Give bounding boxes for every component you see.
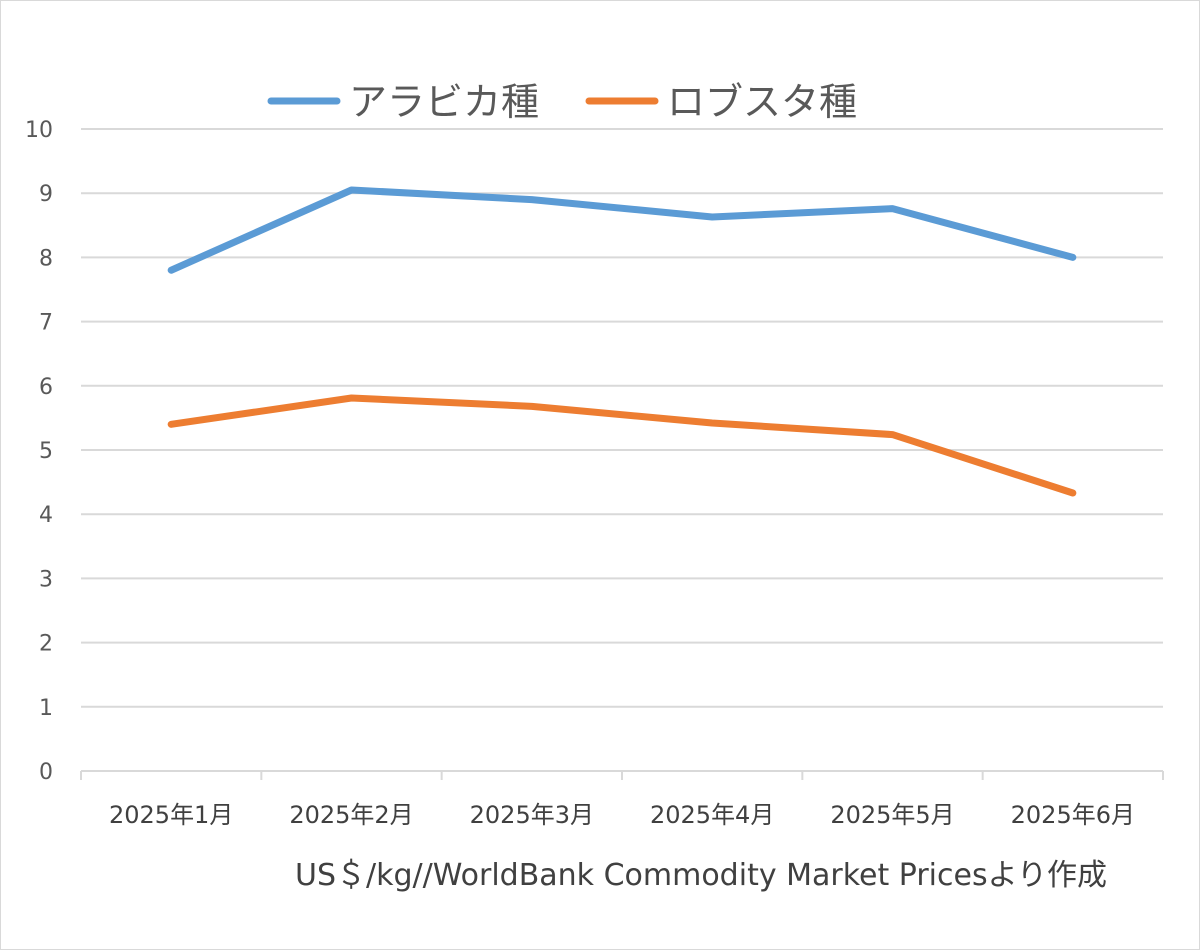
y-tick-label: 5	[39, 439, 53, 464]
y-tick-label: 3	[39, 567, 53, 592]
x-tick-label: 2025年3月	[470, 801, 594, 829]
y-tick-label: 10	[25, 118, 53, 143]
x-axis-label: US＄/kg//WorldBank Commodity Market Price…	[295, 858, 1107, 893]
legend-label-2: ロブスタ種	[667, 80, 857, 124]
legend-label-1: アラビカ種	[349, 80, 539, 124]
y-tick-label: 9	[39, 182, 53, 207]
y-tick-label: 4	[39, 503, 53, 528]
y-axis-ticks: 0 1 2 3 4 5 6 7 8 9 10	[25, 118, 53, 785]
x-tick-label: 2025年4月	[650, 801, 774, 829]
x-tick-label: 2025年5月	[830, 801, 954, 829]
x-tick-label: 2025年6月	[1011, 801, 1135, 829]
x-axis: 2025年1月 2025年2月 2025年3月 2025年4月 2025年5月 2025年…	[80, 770, 1164, 829]
y-tick-label: 6	[39, 375, 53, 400]
series-lines	[167, 186, 1077, 497]
series-line-2	[167, 394, 1077, 497]
y-tick-label: 8	[39, 246, 53, 271]
y-tick-label: 0	[39, 760, 53, 785]
y-tick-label: 1	[39, 696, 53, 721]
gridlines	[81, 128, 1163, 772]
y-tick-label: 7	[39, 311, 53, 336]
series-line-1	[167, 186, 1077, 274]
y-tick-label: 2	[39, 632, 53, 657]
legend: アラビカ種 ロブスタ種	[267, 80, 857, 124]
x-tick-label: 2025年2月	[289, 801, 413, 829]
x-tick-label: 2025年1月	[109, 801, 233, 829]
